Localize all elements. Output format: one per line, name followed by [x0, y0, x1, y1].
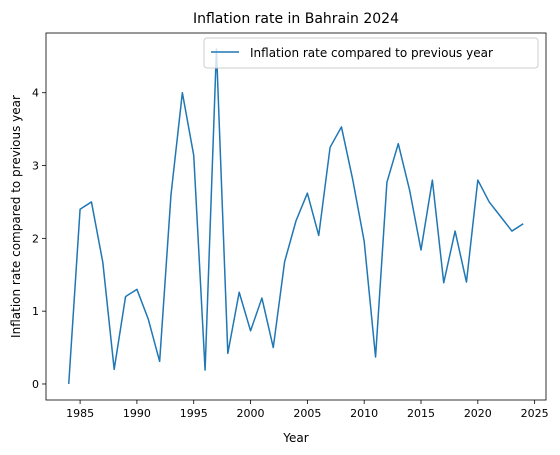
x-tick-label: 1995: [180, 407, 208, 420]
x-tick-label: 1985: [66, 407, 94, 420]
y-tick-label: 0: [32, 378, 39, 391]
legend-box: [203, 37, 539, 69]
y-axis: 0 1 2 3 4: [32, 87, 46, 391]
y-tick-label: 4: [32, 87, 39, 100]
x-tick-label: 2020: [464, 407, 492, 420]
x-tick-label: 2005: [293, 407, 321, 420]
legend: Inflation rate compared to previous year: [203, 37, 539, 69]
y-tick-label: 1: [32, 305, 39, 318]
plot-frame: [45, 32, 547, 401]
x-tick-label: 2000: [237, 407, 265, 420]
x-tick-label: 2010: [350, 407, 378, 420]
legend-entry-label: Inflation rate compared to previous year: [250, 46, 493, 60]
x-axis: 1985 1990 1995 2000 2005 2010 2015 2020 2025: [66, 400, 549, 420]
y-axis-label: Inflation rate compared to previous year: [9, 95, 23, 338]
x-tick-label: 1990: [123, 407, 151, 420]
x-tick-label: 2025: [521, 407, 549, 420]
y-tick-label: 2: [32, 232, 39, 245]
chart-title: Inflation rate in Bahrain 2024: [193, 11, 399, 27]
x-tick-label: 2015: [407, 407, 435, 420]
y-tick-label: 3: [32, 160, 39, 173]
x-axis-label: Year: [282, 431, 308, 445]
plot-area: [67, 48, 524, 385]
series-line-0: [67, 48, 524, 385]
